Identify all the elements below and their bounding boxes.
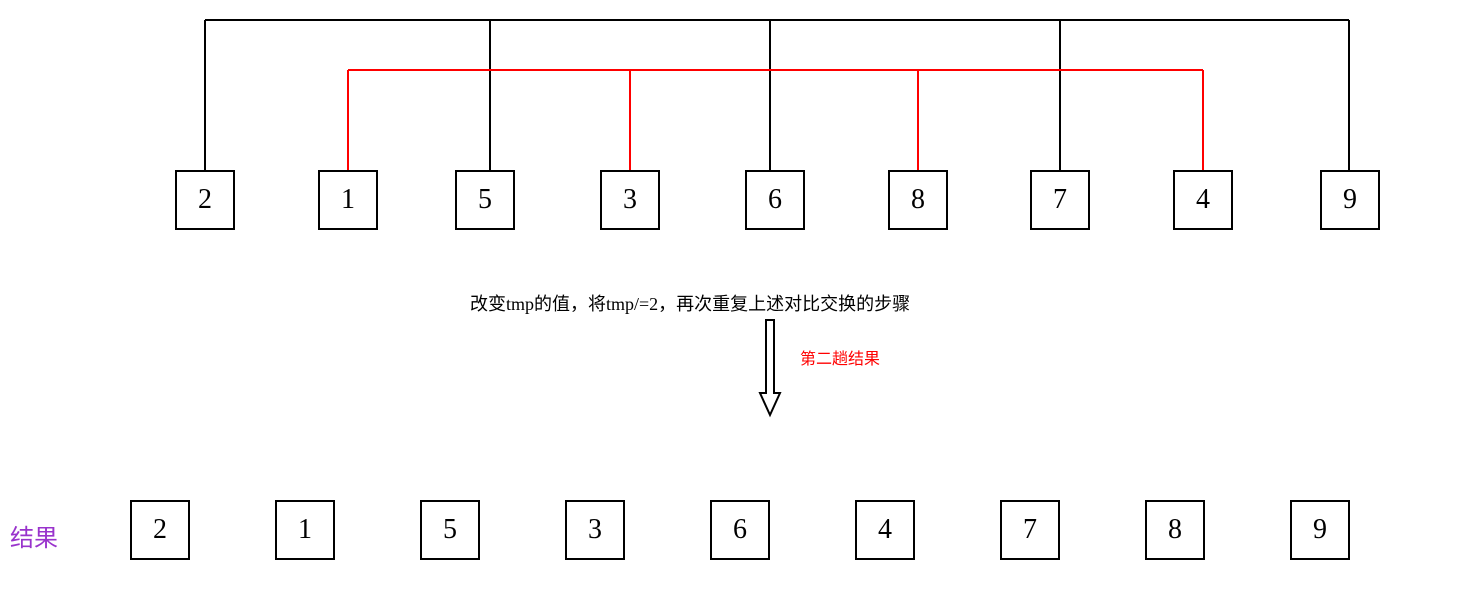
bottom-box: 1: [275, 500, 335, 560]
bottom-box: 2: [130, 500, 190, 560]
top-box: 1: [318, 170, 378, 230]
top-box: 4: [1173, 170, 1233, 230]
bottom-box: 7: [1000, 500, 1060, 560]
top-box: 5: [455, 170, 515, 230]
bottom-box: 3: [565, 500, 625, 560]
top-box: 9: [1320, 170, 1380, 230]
bottom-box: 4: [855, 500, 915, 560]
result-label: 结果: [10, 518, 58, 553]
bottom-box: 9: [1290, 500, 1350, 560]
top-box: 3: [600, 170, 660, 230]
caption-text: 改变tmp的值，将tmp/=2，再次重复上述对比交换的步骤: [470, 290, 910, 316]
top-box: 6: [745, 170, 805, 230]
bottom-box: 6: [710, 500, 770, 560]
annotation-text: 第二趟结果: [800, 345, 880, 369]
top-box: 7: [1030, 170, 1090, 230]
top-box: 2: [175, 170, 235, 230]
bottom-box: 8: [1145, 500, 1205, 560]
top-box: 8: [888, 170, 948, 230]
bottom-box: 5: [420, 500, 480, 560]
